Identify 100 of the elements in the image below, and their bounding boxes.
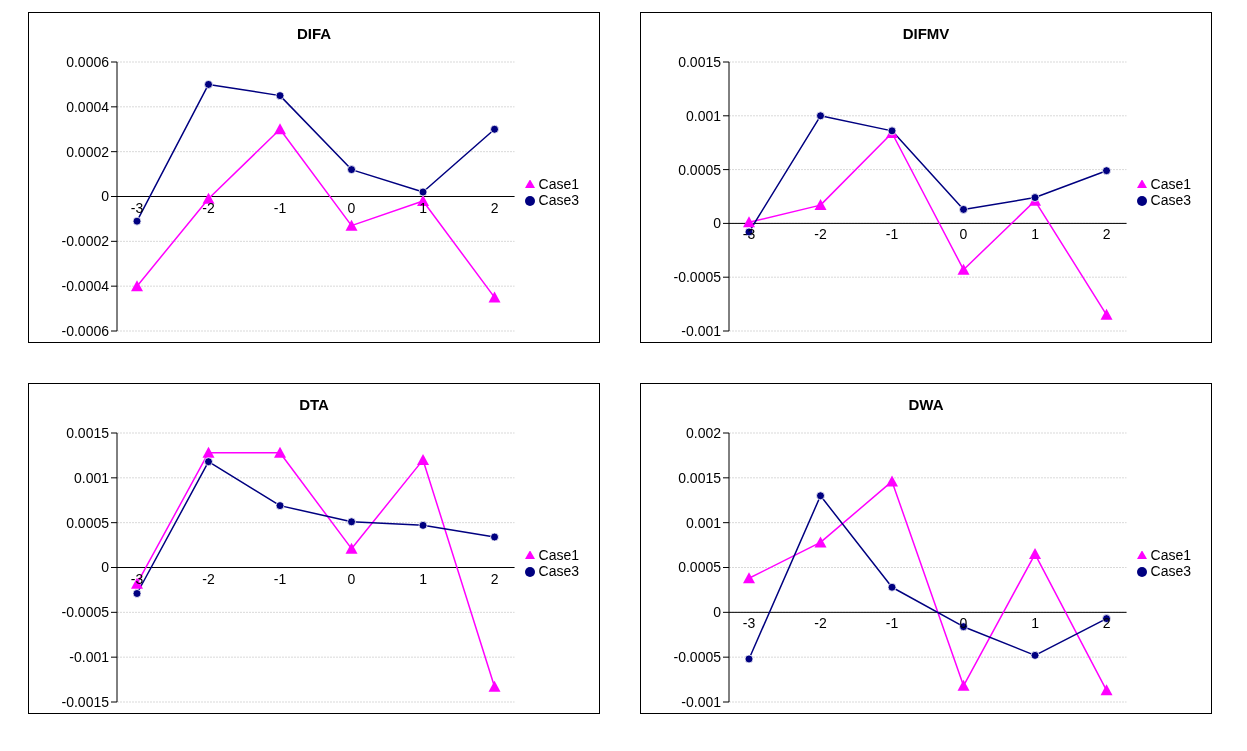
y-tick-label: 0 xyxy=(713,215,722,232)
y-tick-label: 0.001 xyxy=(685,514,722,531)
x-tick-label: 0 xyxy=(959,615,968,632)
point xyxy=(202,446,215,458)
point xyxy=(132,589,142,598)
x-tick-label: -2 xyxy=(202,570,215,587)
point xyxy=(490,532,499,542)
point xyxy=(202,192,215,204)
y-tick-label: -0.0006 xyxy=(61,322,110,339)
y-tick-label: 0.0015 xyxy=(678,53,722,70)
y-tick-label: 0.0015 xyxy=(66,424,110,441)
point xyxy=(1102,166,1111,176)
x-tick-label: 1 xyxy=(419,570,428,587)
point xyxy=(743,216,755,228)
x-tick-label: -1 xyxy=(273,199,287,216)
x-tick-label: 2 xyxy=(490,199,499,216)
point xyxy=(816,111,825,121)
y-tick-label: 0.0015 xyxy=(678,469,722,486)
point xyxy=(131,280,143,292)
x-tick-label: -3 xyxy=(742,226,756,243)
point xyxy=(204,457,213,467)
point xyxy=(886,475,899,487)
legend-label: Case3 xyxy=(1150,563,1191,579)
legend-label: Case1 xyxy=(1150,547,1191,563)
point xyxy=(345,219,358,231)
x-tick-label: -2 xyxy=(202,199,215,216)
point xyxy=(418,520,428,530)
point xyxy=(1100,308,1113,320)
x-tick-label: 0 xyxy=(959,226,968,243)
chart-title: DIFA xyxy=(295,24,333,42)
y-tick-label: 0.0005 xyxy=(678,161,722,178)
y-tick-label: -0.0015 xyxy=(61,693,110,710)
x-tick-label: 0 xyxy=(347,199,356,216)
x-tick-label: -3 xyxy=(742,615,756,632)
x-tick-label: -2 xyxy=(814,226,827,243)
chart-title: DTA xyxy=(298,395,330,413)
y-tick-label: -0.0004 xyxy=(61,278,110,295)
point xyxy=(417,453,430,465)
point xyxy=(345,542,358,554)
y-tick-label: -0.0005 xyxy=(673,269,722,286)
y-tick-label: -0.0005 xyxy=(61,604,110,621)
legend-label: Case1 xyxy=(1150,176,1191,192)
point xyxy=(816,491,825,501)
point xyxy=(490,124,499,134)
point xyxy=(132,216,142,226)
x-tick-label: -2 xyxy=(814,615,827,632)
point xyxy=(347,517,356,527)
point xyxy=(957,679,970,691)
legend-label: Case1 xyxy=(538,547,579,563)
y-tick-label: 0.001 xyxy=(685,107,722,124)
point xyxy=(274,123,287,135)
chart-title: DWA xyxy=(907,395,945,413)
y-tick-label: 0.0006 xyxy=(66,53,110,70)
y-tick-label: 0.002 xyxy=(685,424,722,441)
y-tick-label: 0.0005 xyxy=(678,559,722,576)
point xyxy=(275,91,285,101)
legend-label: Case3 xyxy=(538,563,579,579)
y-tick-label: 0.0004 xyxy=(66,98,110,115)
x-tick-label: -1 xyxy=(885,615,899,632)
y-tick-label: -0.001 xyxy=(681,322,722,339)
y-tick-label: -0.0005 xyxy=(673,649,722,666)
x-tick-label: 1 xyxy=(1031,615,1040,632)
point xyxy=(744,654,754,664)
point xyxy=(1100,684,1113,696)
y-tick-label: 0 xyxy=(713,604,722,621)
point xyxy=(887,582,897,592)
y-tick-label: -0.001 xyxy=(69,649,110,666)
x-tick-label: 0 xyxy=(347,570,356,587)
point xyxy=(488,680,501,692)
point xyxy=(814,199,827,211)
point xyxy=(814,536,827,548)
point xyxy=(347,165,356,174)
point xyxy=(1030,193,1040,202)
point xyxy=(743,572,755,584)
y-tick-label: -0.001 xyxy=(681,693,722,710)
point xyxy=(488,291,501,303)
y-tick-label: 0.0002 xyxy=(66,143,110,160)
legend-label: Case3 xyxy=(538,192,579,208)
point xyxy=(275,501,285,511)
legend-label: Case3 xyxy=(1150,192,1191,208)
chart-title: DIFMV xyxy=(901,24,951,42)
legend-label: Case1 xyxy=(538,176,579,192)
y-tick-label: -0.0002 xyxy=(61,233,110,250)
point xyxy=(418,187,428,197)
y-tick-label: 0 xyxy=(101,188,110,205)
point xyxy=(1029,548,1042,560)
y-tick-label: 0 xyxy=(101,559,110,576)
point xyxy=(957,263,970,275)
x-tick-label: 2 xyxy=(490,570,499,587)
y-tick-label: 0.0005 xyxy=(66,514,110,531)
point xyxy=(204,80,213,89)
x-tick-label: -1 xyxy=(273,570,287,587)
point xyxy=(274,446,287,458)
x-tick-label: 1 xyxy=(1031,226,1040,243)
x-tick-label: -3 xyxy=(130,199,144,216)
point xyxy=(1030,650,1040,660)
x-tick-label: -1 xyxy=(885,226,899,243)
x-tick-label: 2 xyxy=(1102,226,1111,243)
point xyxy=(959,205,968,214)
y-tick-label: 0.001 xyxy=(73,469,110,486)
